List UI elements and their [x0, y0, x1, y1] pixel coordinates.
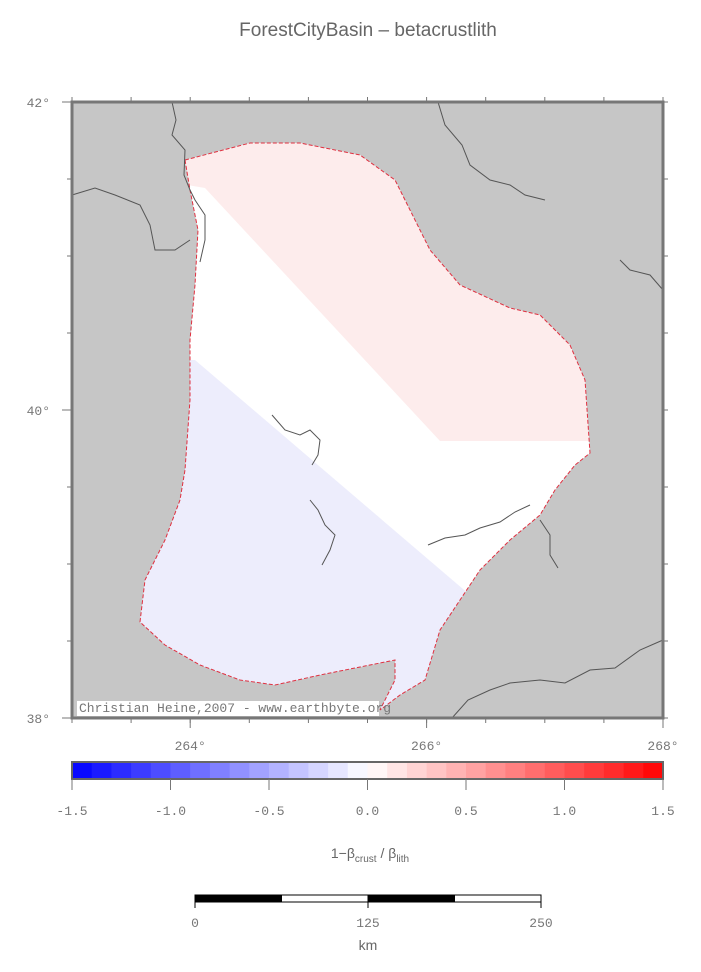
colorbar-cell	[505, 763, 526, 778]
colorbar-cell	[387, 763, 408, 778]
colorbar-cell	[288, 763, 309, 778]
colorbar-cell	[190, 763, 211, 778]
scale-unit: km	[359, 937, 378, 953]
colorbar-cell	[347, 763, 368, 778]
colorbar-cell	[249, 763, 270, 778]
colorbar-cell	[367, 763, 388, 778]
colorbar-cell	[308, 763, 329, 778]
scale-segment	[194, 894, 282, 903]
credit-box	[77, 701, 379, 716]
colorbar-cell	[150, 763, 171, 778]
lon-label: 264°	[175, 739, 206, 754]
colorbar-cell	[111, 763, 132, 778]
colorbar-cell	[426, 763, 447, 778]
scale-segment	[454, 894, 542, 903]
colorbar-cell	[564, 763, 585, 778]
colorbar-tick-label: 0.5	[454, 804, 477, 819]
scale-segment	[281, 894, 369, 903]
lat-label: 38°	[27, 712, 50, 727]
colorbar-cell	[406, 763, 428, 778]
colorbar-cell	[209, 763, 231, 778]
label-part: / β	[377, 845, 397, 861]
colorbar-cell	[328, 763, 349, 778]
colorbar-cell	[485, 763, 506, 778]
colorbar-cell	[170, 763, 191, 778]
title: ForestCityBasin – betacrustlith	[239, 20, 497, 41]
label-part: lith	[396, 854, 409, 865]
basin-outline	[139, 142, 591, 711]
colorbar-tick-label: -1.5	[56, 804, 87, 819]
credit: Christian Heine,2007 - www.earthbyte.org	[79, 701, 391, 716]
colorbar-cell	[72, 763, 93, 778]
colorbar-tick-label: -1.0	[155, 804, 186, 819]
zone-negative	[140, 360, 470, 710]
colorbar-tick-label: 0.0	[356, 804, 379, 819]
scale-label: 250	[529, 916, 552, 931]
colorbar-cell	[91, 763, 112, 778]
colorbar-cell	[446, 763, 467, 778]
colorbar-cell	[584, 763, 605, 778]
lon-label: 266°	[411, 739, 442, 754]
colorbar-cell	[643, 763, 664, 778]
scale-label: 0	[191, 916, 199, 931]
colorbar-tick-label: -0.5	[253, 804, 284, 819]
rivers	[71, 101, 664, 719]
lat-label: 42°	[27, 96, 50, 111]
colorbar-cell	[603, 763, 625, 778]
label-part: crust	[355, 854, 377, 865]
colorbar-label: 1−βcrust / βlith	[331, 845, 409, 865]
scale-segment	[367, 894, 455, 903]
colorbar-cell	[623, 763, 644, 778]
colorbar-tick-label: 1.5	[651, 804, 674, 819]
colorbar-cell	[466, 763, 487, 778]
colorbar-cell	[525, 763, 546, 778]
colorbar-cell	[131, 763, 152, 778]
label-part: 1−β	[331, 845, 355, 861]
colorbar-cell	[544, 763, 565, 778]
colorbar-cell	[269, 763, 290, 778]
colorbar-cell	[229, 763, 250, 778]
colorbar-tick-label: 1.0	[553, 804, 576, 819]
lat-label: 40°	[27, 404, 50, 419]
lon-label: 268°	[647, 739, 678, 754]
scale-label: 125	[356, 916, 379, 931]
